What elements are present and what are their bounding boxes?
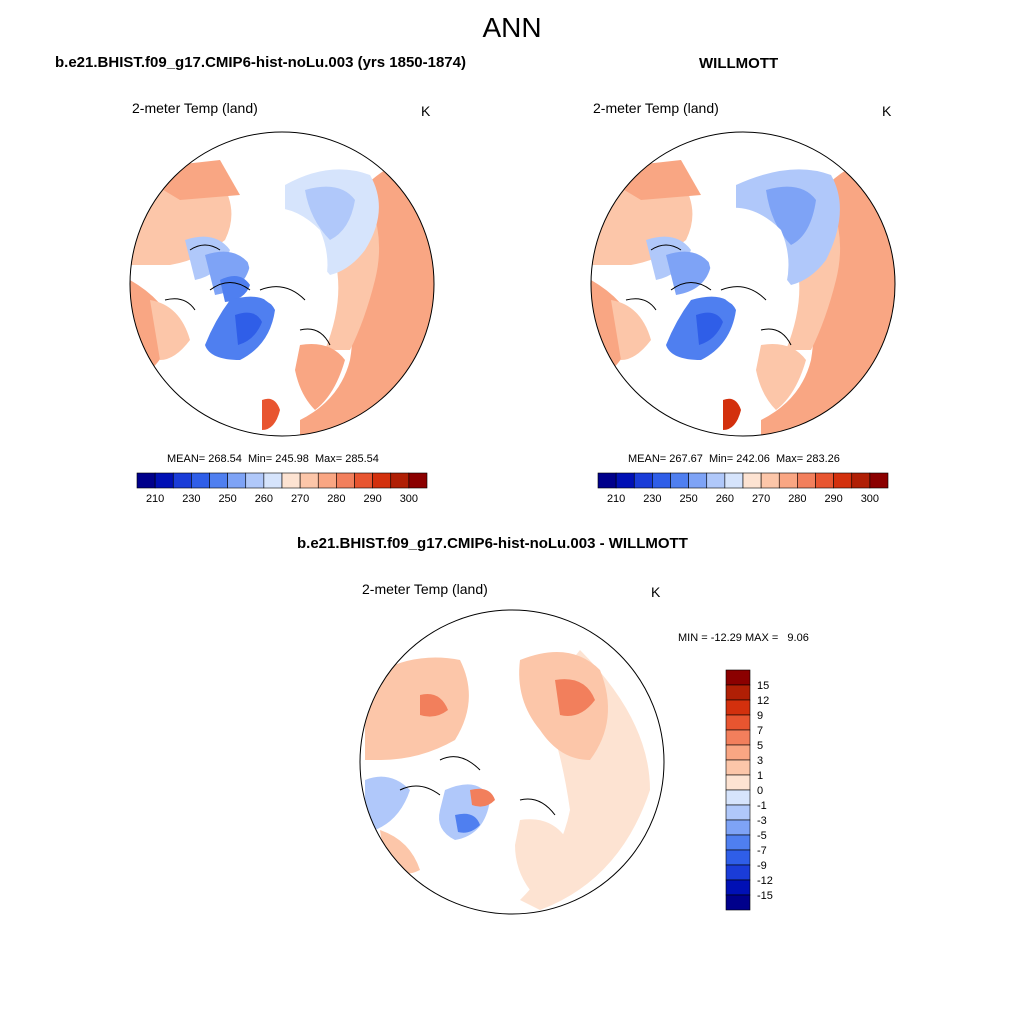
colorbar-swatch — [615, 472, 635, 489]
colorbar-swatch — [354, 472, 373, 489]
colorbar-tick-label: 290 — [824, 493, 842, 505]
colorbar-tick-label: 250 — [679, 493, 697, 505]
colorbar-swatch — [869, 472, 889, 489]
colorbar-swatch — [390, 472, 410, 489]
colorbar-tick-label: 9 — [757, 710, 763, 722]
colorbar-swatch — [760, 472, 780, 489]
colorbar-tick-label: -1 — [757, 800, 767, 812]
colorbar-swatch — [778, 472, 798, 489]
colorbar-tick-label: 270 — [291, 493, 309, 505]
colorbar-swatch — [725, 759, 751, 776]
colorbar-swatch — [245, 472, 265, 489]
colorbar-tick-label: 280 — [788, 493, 806, 505]
colorbar-swatch — [725, 714, 751, 731]
colorbar-swatch — [725, 834, 751, 851]
colorbar-tick-label: 1 — [757, 770, 763, 782]
colorbar-tick-label: 260 — [716, 493, 734, 505]
colorbar-tick-label: 270 — [752, 493, 770, 505]
colorbar-swatch — [317, 472, 337, 489]
colorbar-swatch — [833, 472, 853, 489]
colorbar-swatch — [633, 472, 653, 489]
colorbar-swatch — [652, 472, 671, 489]
colorbar-tick-label: 0 — [757, 785, 763, 797]
colorbar-tick-label: 5 — [757, 740, 763, 752]
colorbar-swatch — [725, 669, 751, 686]
colorbar-swatch — [336, 472, 355, 489]
diff-units-label: K — [651, 584, 661, 600]
colorbar-tick-label: 290 — [363, 493, 381, 505]
obs-stats: MEAN= 267.67 Min= 242.06 Max= 283.26 — [628, 453, 840, 465]
colorbar-swatch — [725, 774, 751, 791]
colorbar-swatch — [725, 849, 751, 866]
model-variable-label: 2-meter Temp (land) — [132, 100, 258, 116]
colorbar-swatch — [299, 472, 319, 489]
colorbar-swatch — [797, 472, 816, 489]
colorbar-tick-label: -3 — [757, 815, 767, 827]
colorbar-swatch — [724, 472, 744, 489]
colorbar-swatch — [281, 472, 301, 489]
colorbar-swatch — [725, 864, 751, 881]
colorbar-tick-label: 280 — [327, 493, 345, 505]
colorbar-swatch — [851, 472, 871, 489]
colorbar-tick-label: 210 — [607, 493, 625, 505]
colorbar-tick-label: 15 — [757, 680, 769, 692]
obs-panel-title: WILLMOTT — [699, 55, 779, 72]
model-polar-map — [129, 131, 435, 437]
diff-polar-map — [359, 609, 665, 915]
colorbar-swatch — [688, 472, 708, 489]
model-panel-title: b.e21.BHIST.f09_g17.CMIP6-hist-noLu.003 … — [55, 54, 466, 71]
colorbar-tick-label: 7 — [757, 725, 763, 737]
colorbar-tick-label: -5 — [757, 830, 767, 842]
diff-variable-label: 2-meter Temp (land) — [362, 581, 488, 597]
colorbar-tick-label: -15 — [757, 890, 773, 902]
colorbar-swatch — [725, 789, 751, 806]
colorbar-swatch — [725, 684, 751, 701]
colorbar-tick-label: -7 — [757, 845, 767, 857]
colorbar-swatch — [725, 729, 751, 746]
colorbar-tick-label: -9 — [757, 860, 767, 872]
colorbar-swatch — [815, 472, 834, 489]
diff-panel-title: b.e21.BHIST.f09_g17.CMIP6-hist-noLu.003 … — [297, 535, 688, 552]
colorbar-swatch — [670, 472, 689, 489]
colorbar-swatch — [725, 894, 751, 911]
colorbar-swatch — [725, 804, 751, 821]
colorbar-swatch — [725, 879, 751, 896]
colorbar-swatch — [154, 472, 174, 489]
colorbar-swatch — [725, 819, 751, 836]
colorbar-swatch — [725, 699, 751, 716]
colorbar-tick-label: 230 — [182, 493, 200, 505]
colorbar-tick-label: 210 — [146, 493, 164, 505]
colorbar-tick-label: 230 — [643, 493, 661, 505]
colorbar-swatch — [209, 472, 228, 489]
colorbar-tick-label: 260 — [255, 493, 273, 505]
colorbar-swatch — [408, 472, 428, 489]
obs-variable-label: 2-meter Temp (land) — [593, 100, 719, 116]
model-colorbar: 210 230 250 260 270 280 290 300 — [136, 472, 428, 505]
colorbar-swatch — [136, 472, 156, 489]
diff-minmax: MIN = -12.29 MAX = 9.06 — [678, 632, 809, 644]
obs-colorbar: 210 230 250 260 270 280 290 300 — [597, 472, 889, 505]
colorbar-tick-label: 300 — [861, 493, 879, 505]
colorbar-tick-label: -12 — [757, 875, 773, 887]
model-units-label: K — [421, 103, 431, 119]
colorbar-swatch — [725, 744, 751, 761]
colorbar-swatch — [263, 472, 283, 489]
model-stats: MEAN= 268.54 Min= 245.98 Max= 285.54 — [167, 453, 379, 465]
obs-units-label: K — [882, 103, 892, 119]
figure-title: ANN — [482, 12, 542, 43]
colorbar-swatch — [227, 472, 247, 489]
colorbar-swatch — [172, 472, 192, 489]
colorbar-swatch — [742, 472, 762, 489]
colorbar-tick-label: 3 — [757, 755, 763, 767]
colorbar-swatch — [372, 472, 392, 489]
colorbar-tick-label: 12 — [757, 695, 769, 707]
obs-polar-map — [590, 131, 896, 437]
diff-colorbar: 15 12 9 7 5 3 1 0 -1 -3 -5 -7 -9 -12 -15 — [725, 669, 773, 911]
colorbar-tick-label: 300 — [400, 493, 418, 505]
colorbar-swatch — [191, 472, 210, 489]
colorbar-swatch — [597, 472, 617, 489]
colorbar-tick-label: 250 — [218, 493, 236, 505]
colorbar-swatch — [706, 472, 726, 489]
